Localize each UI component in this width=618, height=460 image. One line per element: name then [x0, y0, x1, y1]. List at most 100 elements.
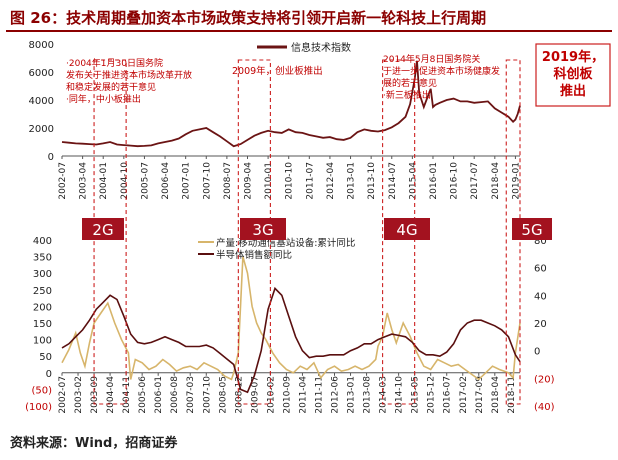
bottom-x-tick-label: 2003-02: [74, 376, 84, 414]
bottom-x-tick-label: 2010-09: [282, 376, 292, 414]
bottom-x-tick-label: 2017-09: [475, 376, 485, 414]
top-x-tick-label: 2016-01: [429, 162, 439, 200]
top-y-tick-label: 2000: [29, 124, 54, 135]
left-y-tick-label: (50): [31, 385, 52, 396]
callout-2014-policy-line: ·新三板推出: [383, 89, 431, 101]
top-x-tick-label: 2004-10: [120, 162, 130, 200]
callout-2019-star-market-line: 科创板: [553, 66, 593, 82]
bottom-x-tick-label: 2007-03: [186, 376, 196, 414]
bottom-x-tick-label: 2018-04: [491, 376, 501, 414]
left-y-tick-label: 350: [33, 253, 52, 264]
top-y-tick-label: 0: [48, 152, 54, 163]
bottom-x-tick-label: 2015-05: [411, 376, 421, 414]
callout-2019-star-market-line: 2019年，: [542, 49, 604, 65]
top-x-tick-label: 2009-04: [243, 162, 253, 200]
bottom-x-tick-label: 2017-02: [459, 376, 469, 414]
generation-label-5g-bg: [512, 218, 552, 240]
legend-label-semiconductor: 半导体销售额同比: [216, 249, 292, 261]
bottom-x-tick-label: 2010-02: [266, 376, 276, 414]
left-y-tick-label: 150: [33, 319, 52, 330]
bottom-x-tick-label: 2002-07: [58, 376, 68, 414]
top-x-tick-label: 2008-07: [223, 162, 233, 200]
top-x-tick-label: 2013-01: [347, 162, 357, 200]
bottom-x-tick-label: 2007-10: [202, 376, 212, 414]
right-y-tick-label: (40): [534, 402, 555, 413]
callout-2019-star-market-line: 推出: [560, 83, 586, 99]
top-x-tick-label: 2016-10: [450, 162, 460, 200]
top-y-tick-label: 4000: [29, 96, 54, 107]
bottom-x-tick-label: 2003-09: [90, 376, 100, 414]
series-line-base-station-output: [61, 256, 521, 381]
bottom-x-tick-label: 2013-01: [347, 376, 357, 414]
top-panel: 0 2000 4000 6000 8000 2002-07 2003-04 2004-01 20…: [29, 40, 522, 200]
source-note: 资料来源：Wind，招商证券: [10, 436, 178, 451]
legend-label-it-index: 信息技术指数: [291, 41, 351, 54]
bottom-x-tick-label: 2015-12: [427, 376, 437, 414]
bottom-x-tick-label: 2006-08: [170, 376, 180, 414]
left-y-tick-label: 200: [33, 302, 52, 313]
right-y-tick-label: 20: [534, 319, 547, 330]
bottom-x-tick-label: 2014-03: [379, 376, 389, 414]
callout-2004-policy-line: 和稳定发展的若干意见: [66, 81, 156, 93]
top-y-tick-label: 6000: [29, 68, 54, 79]
bottom-x-tick-label: 2008-12: [234, 376, 244, 414]
series-line-semiconductor-sales: [61, 286, 521, 394]
series-line-it-index: [61, 60, 521, 148]
top-y-tick-label: 8000: [29, 40, 54, 51]
bottom-x-tick-label: 2005-06: [138, 376, 148, 414]
top-x-tick-label: 2007-01: [182, 162, 192, 200]
generation-label-3g: 3G: [252, 221, 273, 239]
bottom-x-tick-label: 2011-11: [314, 376, 324, 414]
callout-2009-chinext: 2009年，创业板推出: [232, 65, 323, 77]
callout-2014-policy-line: 2014年5月8日国务院关: [383, 53, 480, 65]
bottom-x-tick-label: 2013-08: [363, 376, 373, 414]
top-x-tick-label: 2003-04: [79, 162, 89, 200]
generation-label-4g: 4G: [396, 221, 417, 239]
top-x-tick-label: 2018-04: [491, 162, 501, 200]
top-x-tick-label: 2010-10: [285, 162, 295, 200]
bottom-x-tick-label: 2004-11: [122, 376, 132, 414]
right-y-tick-label: (20): [534, 374, 555, 385]
top-x-tick-label: 2005-07: [140, 162, 150, 200]
callout-2014-policy-line: 展的若干意见: [383, 77, 437, 89]
top-x-tick-label: 2007-10: [202, 162, 212, 200]
top-x-tick-label: 2012-04: [326, 162, 336, 200]
callout-2014-policy-line: 于进一步促进资本市场健康发: [383, 65, 500, 77]
generation-label-2g-bg: [82, 218, 124, 240]
callout-2004-policy: ·2004年1月30日国务院发布关于推进资本市场改革开放和稳定发展的若干意见·同…: [66, 57, 192, 105]
left-y-tick-label: 100: [33, 336, 52, 347]
top-x-tick-label: 2015-04: [408, 162, 418, 200]
top-x-tick-label: 2004-01: [99, 162, 109, 200]
top-x-tick-label: 2013-10: [367, 162, 377, 200]
top-x-tick-label: 2014-07: [388, 162, 398, 200]
top-x-tick-label: 2019-01: [511, 162, 521, 200]
left-y-tick-label: 250: [33, 286, 52, 297]
bottom-x-tick-label: 2004-04: [106, 376, 116, 414]
title-bar: 图 26：技术周期叠加资本市场政策支持将引领开启新一轮科技上行周期: [6, 4, 612, 32]
top-x-tick-label: 2017-07: [470, 162, 480, 200]
left-y-tick-label: 400: [33, 236, 52, 247]
chart-title: 图 26：技术周期叠加资本市场政策支持将引领开启新一轮科技上行周期: [10, 9, 487, 27]
top-x-tick-label: 2002-07: [58, 162, 68, 200]
callout-2004-policy-line: ·2004年1月30日国务院: [66, 57, 163, 69]
right-y-tick-label: 80: [534, 236, 547, 247]
right-y-tick-label: 0: [534, 347, 540, 358]
top-x-tick-label: 2010-01: [264, 162, 274, 200]
callout-2004-policy-line: ·同年，中小板推出: [66, 93, 141, 105]
bottom-x-tick-label: 2008-05: [218, 376, 228, 414]
bottom-x-tick-label: 2014-10: [395, 376, 405, 414]
right-y-tick-label: 40: [534, 291, 547, 302]
generation-label-3g-bg: [240, 218, 286, 240]
bottom-x-tick-label: 2011-04: [298, 376, 308, 414]
callout-2004-policy-line: 发布关于推进资本市场改革开放: [66, 69, 192, 81]
bottom-x-tick-label: 2012-06: [331, 376, 341, 414]
generation-label-2g: 2G: [92, 221, 113, 239]
left-y-tick-label: 0: [46, 369, 52, 380]
left-y-tick-label: (100): [25, 402, 52, 413]
right-y-tick-label: 60: [534, 264, 547, 275]
bottom-x-tick-label: 2009-07: [250, 376, 260, 414]
bottom-panel: (100)(50)050100150200250300350400(40)(20…: [25, 236, 555, 414]
